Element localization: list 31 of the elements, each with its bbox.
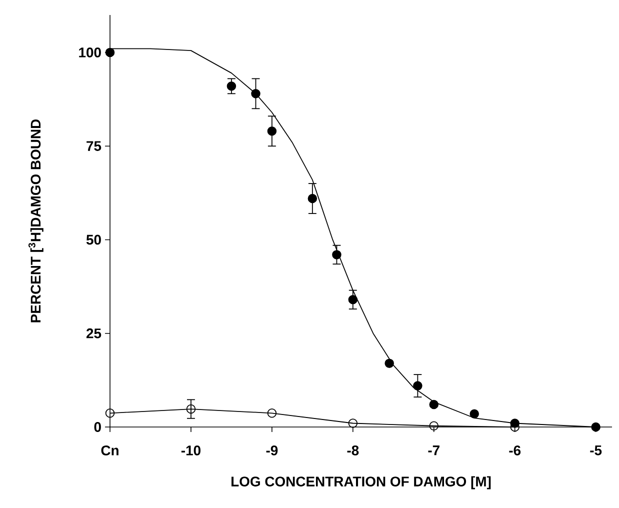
point	[105, 48, 115, 58]
x-tick-label: -9	[266, 445, 278, 456]
point	[332, 250, 342, 260]
x-tick-label: -10	[181, 445, 200, 456]
point	[251, 89, 260, 98]
point	[226, 82, 236, 91]
point	[470, 409, 479, 419]
y-tick-label: 50	[86, 234, 101, 245]
point	[429, 400, 439, 410]
y-tick-label: 75	[86, 141, 102, 151]
x-tick-label: -5	[590, 446, 602, 456]
point	[348, 418, 358, 428]
point	[384, 358, 394, 368]
point	[429, 421, 439, 431]
point	[186, 404, 196, 414]
y-tick-label: 100	[79, 48, 101, 58]
x-tick-label: -8	[347, 445, 359, 456]
y-tick-label: 0	[94, 422, 101, 432]
x-axis-title: LOG CONCENTRATION OF DAMGO [M]	[232, 476, 491, 490]
y-tick-label: 25	[86, 328, 102, 338]
point	[348, 295, 358, 304]
x-tick-label: -6	[509, 445, 521, 456]
point	[308, 194, 318, 204]
x-tick-label: Cn	[101, 445, 118, 456]
point	[591, 422, 600, 432]
point	[105, 408, 115, 418]
point	[267, 126, 277, 136]
y-axis-title: PERCENT [$^{3}$H]DAMGO BOUND	[28, 119, 44, 322]
point	[267, 408, 277, 418]
x-tick-label: -7	[428, 446, 440, 456]
point	[413, 381, 422, 390]
